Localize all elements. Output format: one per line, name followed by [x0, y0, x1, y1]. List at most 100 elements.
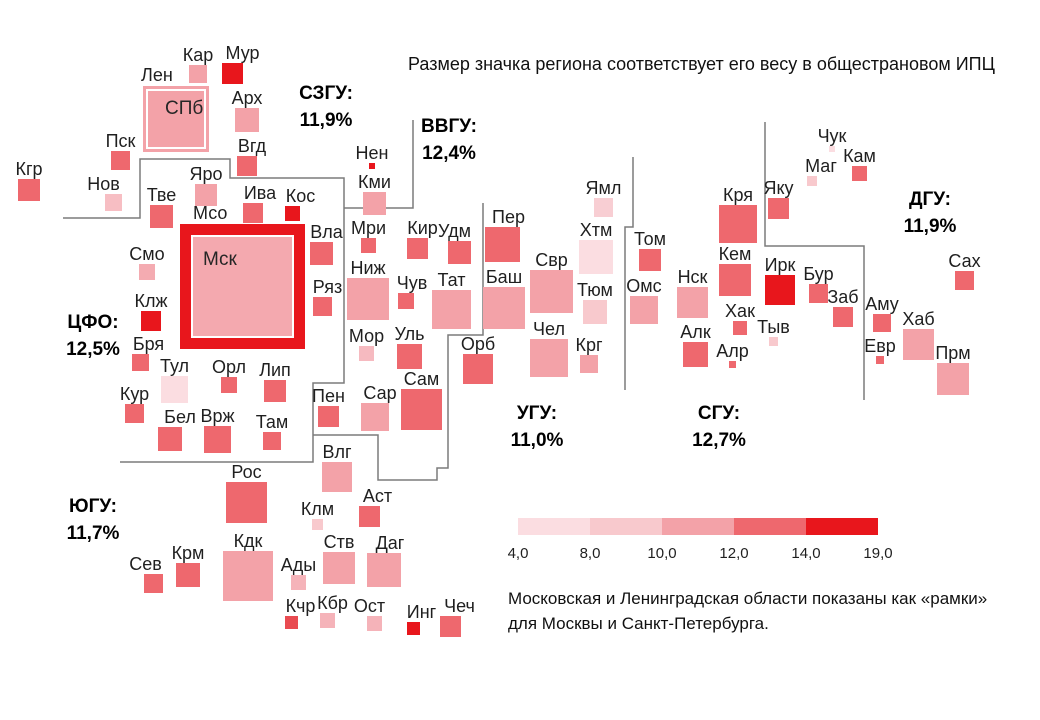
region-label: Пер — [492, 207, 525, 227]
district-name: ДГУ: — [909, 189, 951, 210]
region-square-Кам: Кам — [843, 147, 876, 181]
region-label: Кдк — [233, 531, 263, 551]
region-label: Евр — [864, 336, 896, 356]
region-square-Алр: Алр — [716, 342, 749, 368]
region-square-Вла: Вла — [310, 223, 343, 265]
district-name: СЗГУ: — [299, 83, 353, 104]
region-square-Даг: Даг — [367, 534, 404, 587]
frame-inner-label: СПб — [165, 98, 204, 119]
region-label: Арх — [231, 88, 263, 108]
district-value: 12,4% — [422, 143, 476, 164]
region-square-Хаб: Хаб — [902, 310, 935, 360]
region-label: Мур — [225, 43, 260, 63]
region-label: Хаб — [902, 309, 935, 329]
region-square-Чеч: Чеч — [440, 597, 475, 637]
region-label: Тат — [437, 270, 466, 290]
region-square-Заб: Заб — [827, 288, 859, 327]
region-square-Омс: Омс — [626, 277, 662, 324]
region-square-Орл: Орл — [212, 358, 246, 393]
region-square-Кар: Кар — [183, 46, 213, 83]
region-label: Вгд — [237, 136, 267, 156]
region-square-Маг: Маг — [805, 157, 837, 186]
region-label: Кар — [182, 45, 214, 65]
frame-region-Мск: Мсо Мск — [180, 204, 305, 349]
region-square-Лип: Лип — [259, 361, 291, 402]
region-label: Баш — [485, 267, 523, 287]
region-label: Лип — [259, 360, 291, 380]
region-label: Ост — [353, 596, 386, 616]
region-label: Хтм — [579, 220, 613, 240]
district-label: ВВГУ: 12,4% — [404, 113, 494, 167]
region-label: Ниж — [350, 258, 386, 278]
region-square-Чук: Чук — [818, 127, 846, 152]
region-square-Рос: Рос — [226, 463, 267, 523]
footnote-line-1: Московская и Ленинградская области показ… — [508, 589, 988, 608]
region-label: Ств — [323, 532, 355, 552]
region-label: Кчр — [285, 596, 316, 616]
region-square-Сев: Сев — [129, 555, 163, 593]
district-label: СЗГУ: 11,9% — [281, 80, 371, 134]
region-label: Уль — [394, 324, 425, 344]
region-square-Свр: Свр — [530, 251, 573, 313]
region-square-Мур: Мур — [222, 44, 260, 84]
region-label: Тве — [146, 185, 177, 205]
region-label: Ива — [243, 183, 277, 203]
frame-outer-label: Лен — [141, 65, 173, 85]
region-label: Даг — [375, 533, 405, 553]
region-label: Вла — [310, 222, 343, 242]
chart-title: Размер значка региона соответствует его … — [408, 54, 995, 74]
region-square-Клм: Клм — [301, 500, 334, 530]
region-square-Аму: Аму — [865, 295, 899, 332]
region-label: Инг — [406, 602, 437, 622]
district-name: УГУ: — [516, 403, 558, 424]
region-label: Аму — [865, 294, 899, 314]
region-label: Чел — [533, 319, 565, 339]
region-label: Сам — [403, 369, 440, 389]
region-label: Яку — [763, 178, 794, 198]
region-square-Кдк: Кдк — [223, 532, 273, 601]
region-label: Кам — [843, 146, 876, 166]
region-label: Кми — [358, 172, 391, 192]
region-label: Ямл — [585, 178, 622, 198]
region-square-Ост: Ост — [354, 597, 385, 631]
region-square-Ирк: Ирк — [765, 256, 795, 305]
region-label: Кгр — [15, 159, 43, 179]
region-square-Тул: Тул — [160, 357, 189, 403]
region-square-Инг: Инг — [407, 603, 436, 635]
region-label: Мри — [350, 218, 387, 238]
region-square-Пер: Пер — [485, 208, 525, 262]
region-label: Ирк — [764, 255, 796, 275]
region-label: Рос — [231, 462, 262, 482]
region-square-Арх: Арх — [232, 89, 262, 132]
region-square-Пен: Пен — [312, 387, 345, 427]
region-square-Кгр: Кгр — [15, 160, 43, 201]
region-label: Заб — [827, 287, 859, 307]
region-square-Влг: Влг — [322, 443, 352, 492]
region-square-Тюм: Тюм — [577, 281, 613, 324]
region-square-Там: Там — [256, 413, 288, 450]
district-value: 12,7% — [692, 430, 746, 451]
region-square-Ств: Ств — [323, 533, 355, 584]
region-square-Кчр: Кчр — [285, 597, 315, 629]
region-square-Клж: Клж — [134, 292, 168, 331]
region-square-Яку: Яку — [763, 179, 794, 219]
legend-swatch — [518, 518, 590, 535]
region-square-Ады: Ады — [281, 556, 316, 590]
district-value: 11,9% — [299, 110, 353, 131]
region-square-Кми: Кми — [358, 173, 391, 215]
region-square-Ива: Ива — [243, 184, 276, 223]
region-label: Кря — [722, 185, 754, 205]
region-label: Сар — [363, 383, 397, 403]
region-square-Том: Том — [634, 230, 666, 271]
legend-swatch — [590, 518, 662, 535]
region-label: Влг — [322, 442, 352, 462]
legend-swatch — [806, 518, 878, 535]
region-square-Мор: Мор — [349, 327, 384, 361]
region-square-Тве: Тве — [147, 186, 176, 228]
region-square-Нск: Нск — [677, 268, 708, 318]
region-square-Кря: Кря — [719, 186, 757, 243]
region-square-Прм: Прм — [935, 344, 971, 395]
region-label: Чук — [817, 126, 847, 146]
region-square-Аст: Аст — [359, 487, 392, 527]
